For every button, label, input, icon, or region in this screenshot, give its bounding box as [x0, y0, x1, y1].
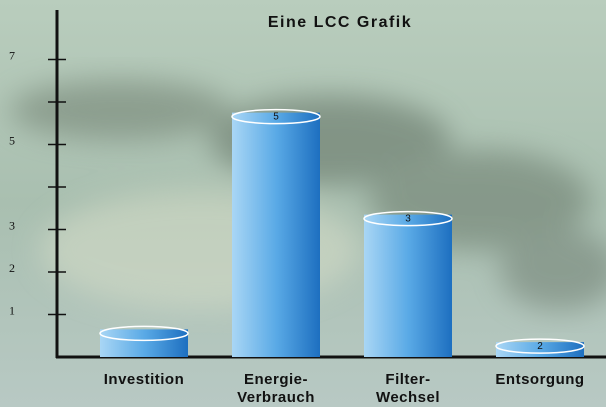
bar [232, 113, 320, 357]
y-tick-label: 5 [9, 133, 15, 147]
chart: Eine LCC Grafik 1 2 3 5 7 Investition Energie-… [0, 0, 606, 407]
y-tick-label: 2 [9, 261, 15, 275]
y-tick-label: 7 [9, 48, 15, 62]
x-tick-label: Energie-Verbrauch [237, 371, 315, 406]
x-tick-label: Filter-Wechsel [376, 371, 440, 406]
y-tick-label: 3 [9, 218, 15, 232]
x-tick-label: Entsorgung [495, 371, 584, 388]
bar-annotation: 2 [537, 341, 543, 352]
bar-annotation: 5 [273, 111, 279, 122]
x-tick-label: Investition [104, 371, 185, 388]
bar-annotation: 3 [405, 213, 411, 224]
y-tick-label: 1 [9, 303, 15, 317]
bar [100, 329, 188, 357]
bar [364, 215, 452, 357]
chart-title: Eine LCC Grafik [268, 14, 412, 31]
